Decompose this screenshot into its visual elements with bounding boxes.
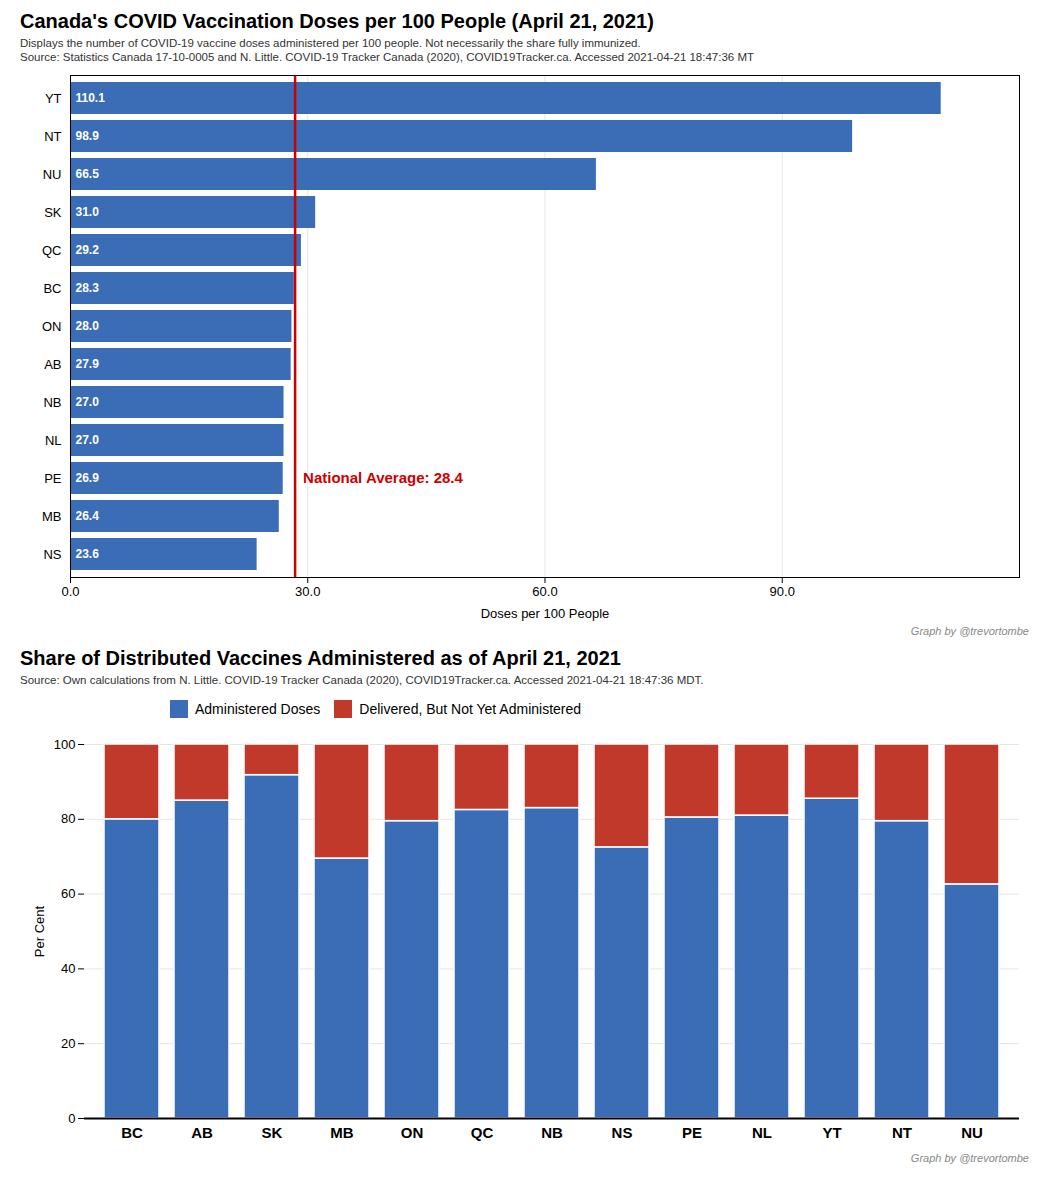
html-text:Source: Own calculations from: Source: Own calculations from N. Little.… — [20, 674, 704, 686]
html-text:Source: Statistics Canada 17-1: Source: Statistics Canada 17-10-0005 and… — [20, 51, 754, 63]
svg-text:NS: NS — [43, 547, 61, 562]
svg-text:PE: PE — [682, 1124, 702, 1141]
svg-text:NL: NL — [752, 1124, 772, 1141]
svg-text:NL: NL — [45, 433, 62, 448]
svg-text:0.0: 0.0 — [61, 584, 79, 599]
svg-text:20: 20 — [61, 1036, 75, 1051]
svg-text:SK: SK — [44, 205, 62, 220]
svg-text:MB: MB — [330, 1124, 353, 1141]
svg-text:AB: AB — [44, 357, 61, 372]
svg-text:Doses per 100 People: Doses per 100 People — [481, 606, 610, 621]
svg-text:60: 60 — [61, 886, 75, 901]
html-text:Delivered, But Not Yet Adminis: Delivered, But Not Yet Administered — [359, 700, 582, 717]
svg-text:29.2: 29.2 — [76, 243, 100, 257]
svg-text:90.0: 90.0 — [770, 584, 795, 599]
html-text:Displays the number of COVID-1: Displays the number of COVID-19 vaccine … — [20, 37, 641, 49]
svg-text:NS: NS — [612, 1124, 633, 1141]
svg-text:BC: BC — [121, 1124, 143, 1141]
svg-text:27.9: 27.9 — [76, 357, 100, 371]
svg-text:SK: SK — [262, 1124, 283, 1141]
svg-text:80: 80 — [61, 811, 75, 826]
svg-text:27.0: 27.0 — [76, 395, 100, 409]
svg-text:100: 100 — [54, 737, 76, 752]
html-text:Administered Doses: Administered Doses — [195, 700, 321, 717]
svg-text:60.0: 60.0 — [532, 584, 557, 599]
svg-text:40: 40 — [61, 961, 75, 976]
svg-text:0: 0 — [68, 1111, 75, 1126]
svg-text:28.3: 28.3 — [76, 281, 100, 295]
html-text:Canada's COVID Vaccination Dos: Canada's COVID Vaccination Doses per 100… — [20, 10, 654, 32]
svg-text:98.9: 98.9 — [76, 129, 100, 143]
svg-text:Per Cent: Per Cent — [32, 905, 47, 957]
svg-text:66.5: 66.5 — [76, 167, 100, 181]
svg-text:ON: ON — [401, 1124, 424, 1141]
svg-text:NT: NT — [44, 129, 61, 144]
html-text:Graph by @trevortombe: Graph by @trevortombe — [910, 1152, 1029, 1164]
svg-text:23.6: 23.6 — [76, 547, 100, 561]
svg-text:PE: PE — [44, 471, 62, 486]
svg-text:YT: YT — [822, 1124, 841, 1141]
svg-text:NB: NB — [541, 1124, 563, 1141]
svg-text:26.9: 26.9 — [76, 471, 100, 485]
svg-text:YT: YT — [45, 91, 62, 106]
html-text:Share of Distributed Vaccines: Share of Distributed Vaccines Administer… — [20, 647, 621, 669]
svg-text:QC: QC — [471, 1124, 494, 1141]
svg-text:QC: QC — [42, 243, 62, 258]
svg-text:28.0: 28.0 — [76, 319, 100, 333]
html-text:Graph by @trevortombe: Graph by @trevortombe — [910, 625, 1029, 637]
svg-text:NU: NU — [961, 1124, 983, 1141]
svg-text:NU: NU — [43, 167, 62, 182]
svg-text:NT: NT — [892, 1124, 912, 1141]
svg-text:NB: NB — [43, 395, 61, 410]
svg-text:ON: ON — [42, 319, 62, 334]
svg-text:27.0: 27.0 — [76, 433, 100, 447]
svg-text:MB: MB — [42, 509, 62, 524]
svg-text:National Average: 28.4: National Average: 28.4 — [303, 469, 463, 486]
svg-text:26.4: 26.4 — [76, 509, 100, 523]
svg-text:31.0: 31.0 — [76, 205, 100, 219]
svg-text:30.0: 30.0 — [295, 584, 320, 599]
svg-text:110.1: 110.1 — [76, 91, 106, 105]
svg-text:BC: BC — [43, 281, 61, 296]
svg-text:AB: AB — [191, 1124, 213, 1141]
